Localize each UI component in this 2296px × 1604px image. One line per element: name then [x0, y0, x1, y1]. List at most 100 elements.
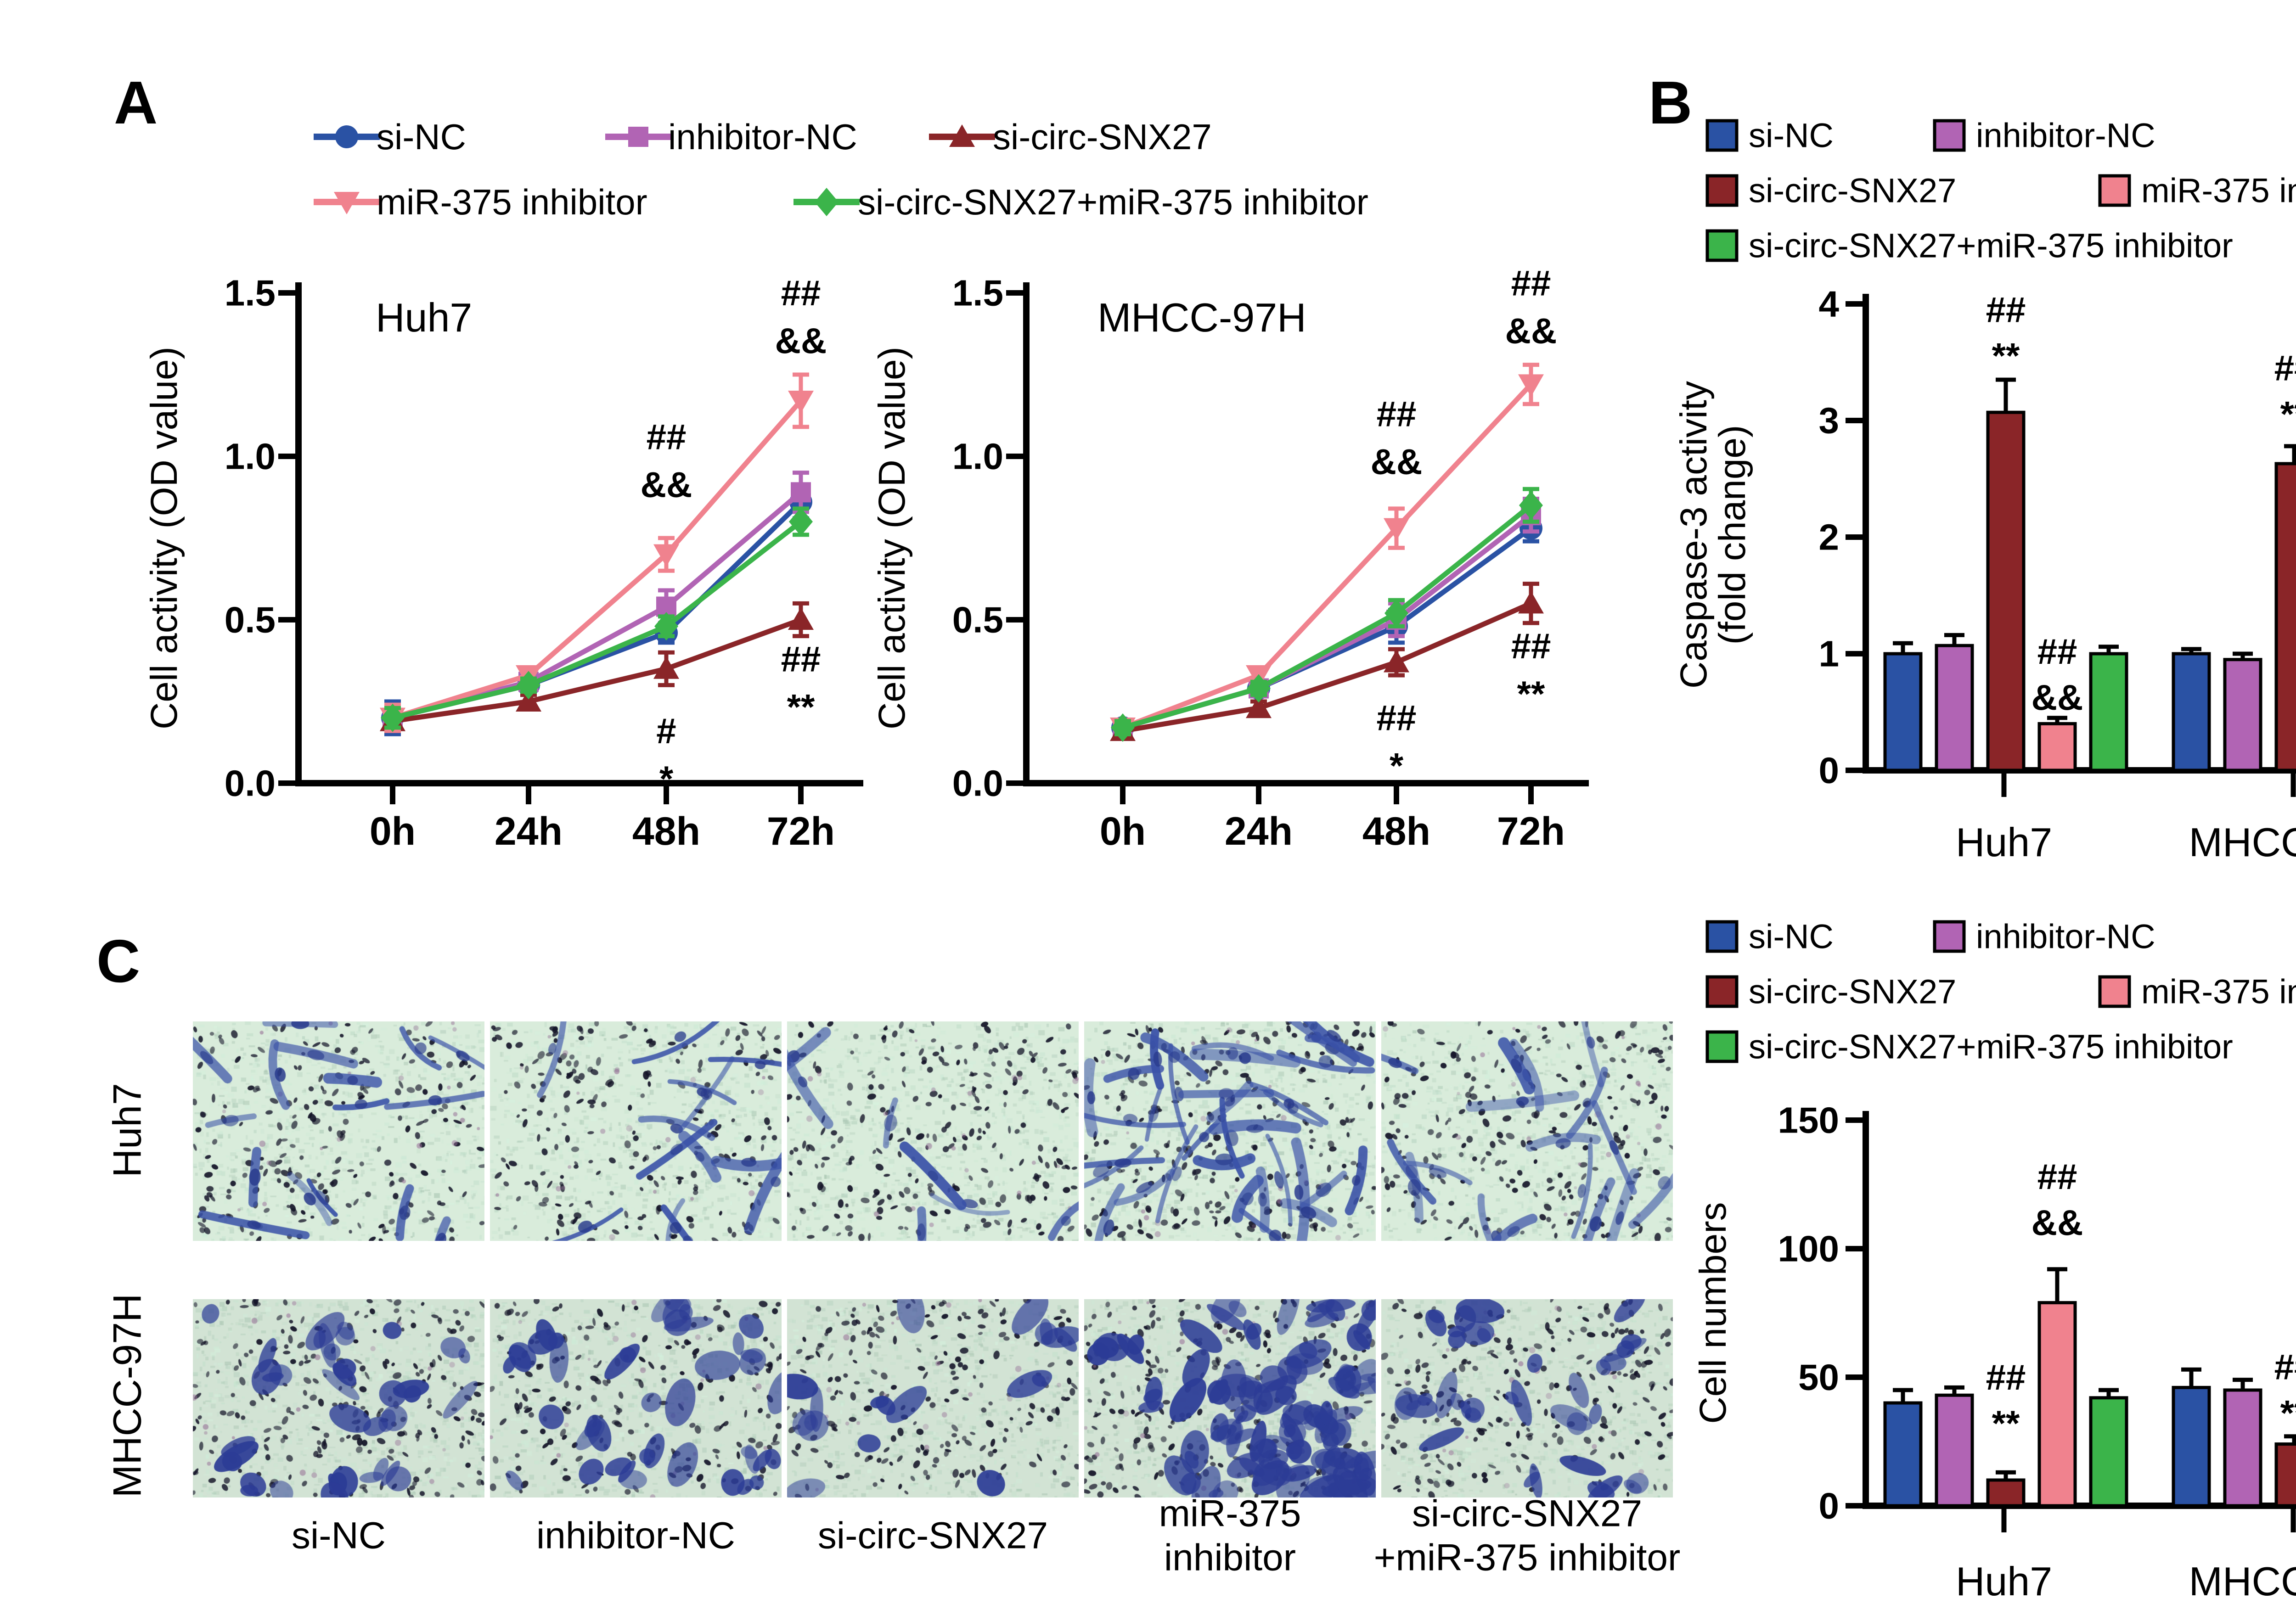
significance-annotation: && — [641, 464, 692, 505]
x-tick-label: 72h — [1497, 809, 1565, 853]
significance-annotation: ## — [1377, 698, 1417, 738]
series-marker-triangle-down — [788, 390, 814, 413]
bar — [1935, 1393, 1974, 1508]
significance-annotation: ** — [2280, 1393, 2296, 1433]
legend-item: inhibitor-NC — [1933, 918, 2155, 956]
significance-annotation: ## — [781, 639, 821, 679]
legend-item: si-NC — [1705, 117, 1834, 155]
bar — [2172, 1385, 2211, 1508]
legend-swatch — [1705, 229, 1739, 262]
series-marker-triangle — [949, 124, 975, 147]
bar — [2274, 1442, 2296, 1508]
legend-item: si-NC — [1705, 918, 1834, 956]
y-tick-label: 50 — [1798, 1357, 1839, 1398]
transwell-image-mhcc97h-col4 — [1084, 1299, 1376, 1497]
significance-annotation: ** — [1992, 336, 2020, 376]
significance-annotation: ** — [2280, 394, 2296, 434]
y-tick-label: 1.0 — [225, 436, 276, 477]
y-tick-label: 1.0 — [952, 436, 1003, 477]
significance-annotation: # — [656, 711, 676, 751]
legend-item: si-circ-SNX27+miR-375 inhibitor — [1705, 1028, 2233, 1066]
significance-annotation: ** — [787, 686, 815, 727]
series-marker-diamond — [1519, 491, 1543, 520]
y-tick-label: 100 — [1778, 1228, 1839, 1269]
condition-label: inhibitor-NC — [536, 1515, 735, 1557]
legend-item: si-circ-SNX27 — [1705, 973, 1956, 1011]
legend-item: si-NC — [314, 117, 466, 157]
series-marker-triangle — [1384, 650, 1409, 673]
legend-label: si-NC — [1749, 117, 1834, 155]
bar-chart-caspase3-activity: 0 1 2 3 4 Caspase-3 activity(fold change) Huh7… — [1673, 284, 2296, 865]
legend-label: si-circ-SNX27+miR-375 inhibitor — [1749, 1028, 2233, 1066]
x-tick-label: 48h — [632, 809, 700, 853]
y-axis-title: (fold change) — [1711, 425, 1753, 645]
significance-annotation: && — [1505, 311, 1557, 351]
legend-swatch — [2098, 174, 2131, 207]
bar — [1986, 410, 2026, 772]
bar — [2172, 652, 2211, 772]
transwell-image-huh7-col1 — [193, 1021, 484, 1241]
y-tick-label: 0 — [1819, 1486, 1840, 1526]
bar — [2223, 1388, 2262, 1508]
series-marker-triangle-down — [653, 544, 679, 567]
group-label: Huh7 — [1956, 819, 2052, 865]
panel-b-label: B — [1649, 69, 1693, 136]
y-tick-label: 0.5 — [225, 600, 276, 640]
legend-item: miR-375 inhibitor — [314, 182, 647, 222]
series-marker-square — [791, 482, 811, 503]
transwell-column-labels: si-NC inhibitor-NC si-circ-SNX27 miR-375inh… — [292, 1493, 1680, 1579]
legend-label: si-circ-SNX27 — [993, 117, 1212, 157]
legend-label: si-circ-SNX27+miR-375 inhibitor — [858, 182, 1368, 222]
condition-label: si-NC — [292, 1515, 386, 1557]
bar — [2274, 462, 2296, 772]
y-axis-title: Cell activity (OD value) — [871, 347, 913, 729]
series-line — [392, 617, 802, 724]
series-line — [1122, 513, 1533, 730]
y-tick-label: 0 — [1819, 750, 1840, 791]
legend-label: si-circ-SNX27 — [1749, 172, 1956, 210]
legend-label: si-circ-SNX27+miR-375 inhibitor — [1749, 227, 2233, 265]
significance-annotation: ## — [1986, 1357, 2026, 1397]
transwell-image-mhcc97h-col5 — [1381, 1299, 1673, 1497]
bar — [1986, 1478, 2026, 1508]
transwell-image-huh7-col2 — [490, 1021, 782, 1241]
condition-label: inhibitor — [1164, 1537, 1296, 1579]
legend-item: si-circ-SNX27+miR-375 inhibitor — [793, 182, 1368, 222]
line-chart-huh7-activity: 0.0 0.5 1.0 1.5 0h 24h 48h 72h Huh7 Cell activity… — [143, 273, 863, 853]
legend-item: miR-375 inhibitor — [2098, 172, 2296, 210]
condition-label: miR-375 — [1159, 1493, 1301, 1535]
legend-swatch — [1705, 174, 1739, 207]
x-tick-label: 0h — [1100, 809, 1146, 853]
bar — [2089, 652, 2128, 772]
legend-item: si-circ-SNX27 — [1705, 172, 1956, 210]
transwell-image-mhcc97h-col2 — [490, 1299, 782, 1497]
legend-item: si-circ-SNX27+miR-375 inhibitor — [1705, 227, 2233, 265]
bar — [2037, 722, 2077, 772]
series-marker-diamond — [654, 612, 678, 641]
y-tick-label: 1 — [1819, 634, 1840, 674]
series-line — [1122, 601, 1532, 734]
group-label: MHCC-97H — [2189, 1559, 2296, 1604]
x-tick-label: 24h — [495, 809, 563, 853]
y-axis-title: Cell activity (OD value) — [143, 347, 185, 729]
legend-label: si-circ-SNX27 — [1749, 973, 1956, 1011]
series-si-nc — [381, 483, 812, 736]
y-tick-label: 0.5 — [952, 600, 1003, 640]
chart-title: MHCC-97H — [1097, 295, 1306, 340]
legend-label: inhibitor-NC — [1976, 117, 2155, 155]
y-tick-label: 1.5 — [952, 273, 1003, 314]
legend-label: si-NC — [1749, 918, 1834, 956]
transwell-image-huh7-col5 — [1381, 1021, 1673, 1241]
y-tick-label: 0.0 — [952, 763, 1003, 804]
legend-swatch — [1705, 1030, 1739, 1063]
panel-c-legend: si-NC inhibitor-NC si-circ-SNX27 miR-375 in… — [1705, 918, 2296, 1066]
series-marker-diamond — [815, 188, 838, 216]
series-marker-triangle-down — [1384, 518, 1409, 541]
condition-label: si-circ-SNX27 — [818, 1515, 1048, 1557]
y-tick-label: 1.5 — [225, 273, 276, 314]
transwell-image-huh7-col4 — [1084, 1021, 1376, 1241]
transwell-image-mhcc97h-col1 — [193, 1299, 484, 1497]
significance-annotation: ## — [781, 273, 821, 313]
chart-title: Huh7 — [376, 295, 472, 340]
